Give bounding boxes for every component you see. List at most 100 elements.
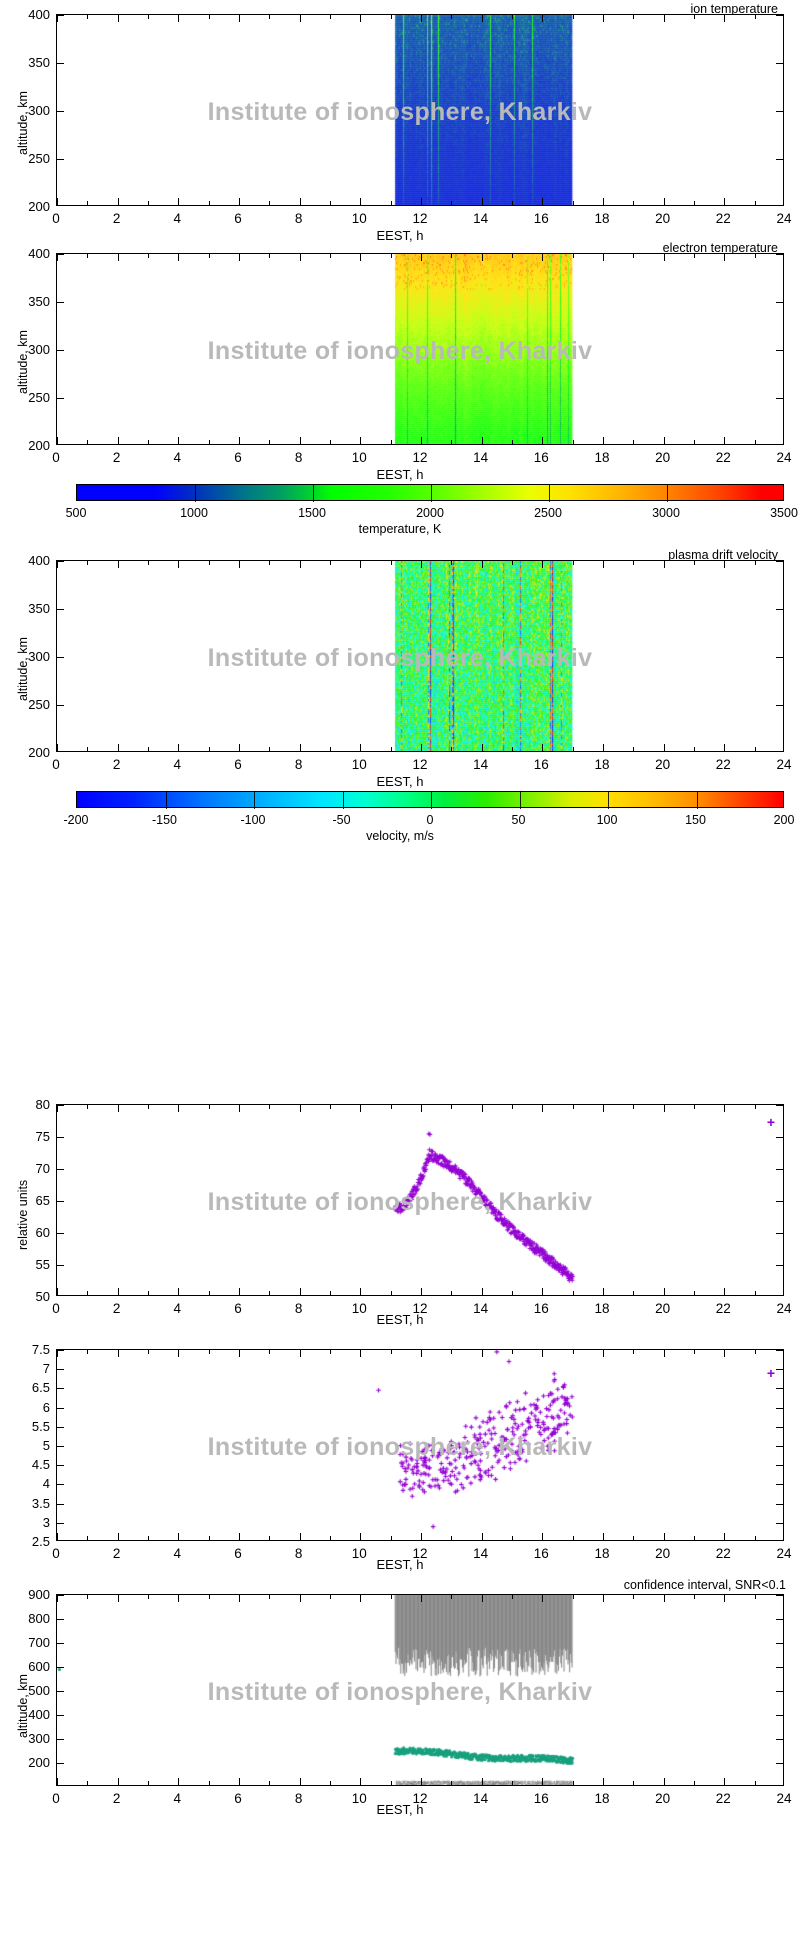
panel-2-xtick-12: 12 xyxy=(412,450,428,465)
x-tick-mark xyxy=(481,1350,483,1357)
x-tick-mark xyxy=(421,561,422,568)
x-tick-mark xyxy=(208,201,210,205)
panel-5-ytick-6: 6 xyxy=(42,1399,50,1415)
panel-1-plot-area[interactable] xyxy=(56,14,784,206)
x-tick-mark xyxy=(572,1291,574,1295)
x-tick-mark xyxy=(724,1288,726,1295)
panel-5-ytick-2p5: 2.5 xyxy=(31,1534,50,1549)
x-tick-mark xyxy=(633,1350,635,1354)
x-tick-mark xyxy=(481,1288,483,1295)
x-tick-mark xyxy=(390,1350,392,1354)
y-tick-mark xyxy=(57,1350,64,1351)
y-tick-mark xyxy=(776,1739,783,1740)
x-tick-mark xyxy=(360,1105,362,1112)
x-tick-mark xyxy=(451,201,453,205)
y-tick-mark xyxy=(57,15,64,16)
x-tick-mark xyxy=(633,1291,635,1295)
panel-3-xtick-16: 16 xyxy=(533,757,549,772)
x-tick-mark xyxy=(117,744,119,751)
velocity-tick-neg200: -200 xyxy=(63,813,89,827)
panel-4-plot-area[interactable] xyxy=(56,1104,784,1296)
panel-4-xtick-6: 6 xyxy=(234,1301,242,1316)
x-tick-mark xyxy=(451,1350,453,1354)
colorbar-velocity: -200 -150 -100 -50 0 50 100 150 200 velo… xyxy=(0,791,800,851)
panel-5-xtick-8: 8 xyxy=(294,1546,303,1561)
x-tick-mark xyxy=(572,747,574,751)
x-tick-mark xyxy=(299,744,301,751)
x-tick-mark xyxy=(663,561,665,568)
panel-5-xtick-12: 12 xyxy=(412,1546,428,1561)
x-tick-mark xyxy=(87,1350,89,1354)
panel-3-xtick-20: 20 xyxy=(655,757,671,772)
panel-2-plot-area[interactable] xyxy=(56,253,784,445)
x-tick-mark xyxy=(542,254,544,261)
panel-6-plot-area[interactable] xyxy=(56,1594,784,1786)
x-tick-mark xyxy=(421,1105,422,1112)
x-tick-mark xyxy=(754,1105,756,1109)
y-tick-mark xyxy=(776,705,783,706)
x-tick-mark xyxy=(269,561,271,565)
x-tick-mark xyxy=(542,1595,544,1602)
x-tick-mark xyxy=(117,15,119,22)
x-tick-mark xyxy=(603,1533,604,1540)
x-tick-mark xyxy=(603,1350,604,1357)
x-tick-mark xyxy=(481,254,483,261)
x-tick-mark xyxy=(481,1533,483,1540)
y-tick-mark xyxy=(776,1595,783,1596)
x-tick-mark xyxy=(421,1533,422,1540)
x-tick-mark xyxy=(633,440,635,444)
x-tick-mark xyxy=(390,1595,392,1599)
y-tick-mark xyxy=(776,1137,783,1138)
panel-5-xlabel: EEST, h xyxy=(376,1557,424,1572)
x-tick-mark xyxy=(724,744,726,751)
panel-4-ytick-65: 65 xyxy=(35,1193,50,1208)
x-tick-mark xyxy=(208,254,210,258)
panel-1-xtick-20: 20 xyxy=(655,211,671,226)
x-tick-mark xyxy=(542,1288,544,1295)
velocity-tick-150: 150 xyxy=(685,813,706,827)
x-tick-mark xyxy=(239,1288,240,1295)
x-tick-mark xyxy=(148,15,149,19)
y-tick-mark xyxy=(776,1715,783,1716)
panel-4-xtick-12: 12 xyxy=(412,1301,428,1316)
x-tick-mark xyxy=(330,201,331,205)
x-tick-mark xyxy=(724,437,726,444)
x-tick-mark xyxy=(512,747,513,751)
panel-2-ytick-400: 400 xyxy=(28,246,50,261)
panel-4-xtick-22: 22 xyxy=(715,1301,731,1316)
x-tick-mark xyxy=(178,198,180,205)
x-tick-mark xyxy=(724,254,726,261)
y-tick-mark xyxy=(57,1446,64,1447)
x-tick-mark xyxy=(57,15,58,22)
x-tick-mark xyxy=(299,254,301,261)
x-tick-mark xyxy=(603,1595,604,1602)
x-tick-mark xyxy=(148,1291,149,1295)
panel-5-plot-area[interactable] xyxy=(56,1349,784,1541)
y-tick-mark xyxy=(776,1407,783,1409)
x-tick-mark xyxy=(451,440,453,444)
y-tick-mark xyxy=(57,1691,64,1692)
panel-2-key-label: electron temperature xyxy=(662,241,778,255)
x-tick-mark xyxy=(360,1350,362,1357)
x-tick-mark xyxy=(451,747,453,751)
x-tick-mark xyxy=(239,15,240,22)
x-tick-mark xyxy=(360,1533,362,1540)
temperature-tick-500: 500 xyxy=(65,506,87,520)
panel-6-xtick-24: 24 xyxy=(776,1791,792,1806)
panel-6-xtick-16: 16 xyxy=(533,1791,549,1806)
y-tick-mark xyxy=(776,1503,783,1505)
x-tick-mark xyxy=(330,1291,331,1295)
x-tick-mark xyxy=(57,744,58,751)
panel-3-xtick-8: 8 xyxy=(294,757,303,772)
x-tick-mark xyxy=(299,1778,301,1785)
panel-3-plot-area[interactable] xyxy=(56,560,784,752)
x-tick-mark xyxy=(633,201,635,205)
x-tick-mark xyxy=(360,744,362,751)
x-tick-mark xyxy=(178,254,180,261)
x-tick-mark xyxy=(178,1778,180,1785)
y-tick-mark xyxy=(57,1503,64,1505)
x-tick-mark xyxy=(512,15,513,19)
x-tick-mark xyxy=(57,1778,58,1785)
x-tick-mark xyxy=(421,437,422,444)
x-tick-mark xyxy=(451,561,453,565)
